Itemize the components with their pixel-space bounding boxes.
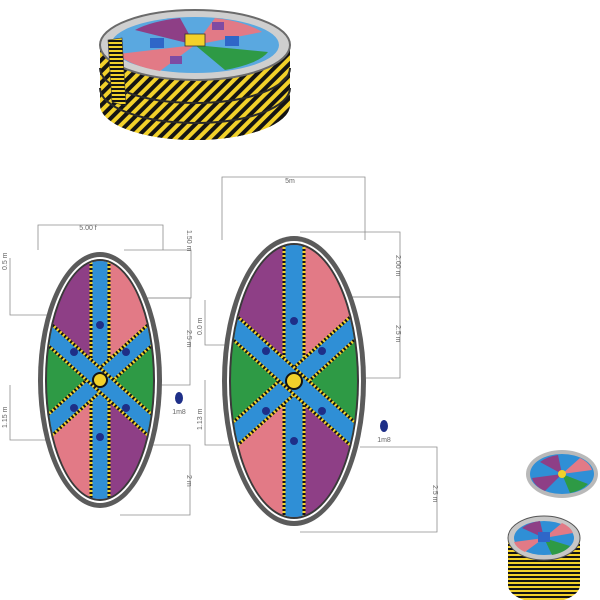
right-arena-plan (222, 236, 366, 526)
left-dimension-lines (9, 224, 192, 516)
left-dim-left-top: 0.5 m (2, 252, 9, 270)
right-plan-view: 5m 2.00 m 0.0 m 2.5 m 1.13 m 2.5 m (197, 176, 438, 533)
left-arena-plan (38, 252, 162, 508)
right-person-label: 1m8 (377, 437, 391, 444)
left-dim-right-top: 1.50 m (185, 230, 192, 252)
right-dim-left-bottom: 1.13 m (197, 408, 204, 430)
inflatable-arena-3d-icon (99, 9, 291, 140)
right-dim-top: 5m (285, 178, 295, 185)
left-dim-right-bottom: 2 m (185, 475, 192, 487)
left-plan-view: 5.00 f 1.50 m 0.5 m 2.5 m 1.15 m 2 m (2, 224, 192, 516)
left-dim-left-bottom: 1.15 m (2, 406, 9, 428)
right-dim-right-mid: 2.5 m (394, 325, 401, 343)
right-dim-right-top: 2.00 m (394, 255, 401, 277)
left-person-label: 1m8 (172, 409, 186, 416)
person-marker-icon (380, 420, 388, 432)
left-dim-top: 5.00 f (79, 225, 97, 232)
person-marker-icon (175, 392, 183, 404)
small-arena-3d-icon (507, 450, 598, 600)
right-dim-right-bottom: 2.5 m (431, 485, 438, 503)
right-dim-left-top: 0.0 m (197, 317, 204, 335)
left-dim-right-mid: 2.5 m (185, 330, 192, 348)
